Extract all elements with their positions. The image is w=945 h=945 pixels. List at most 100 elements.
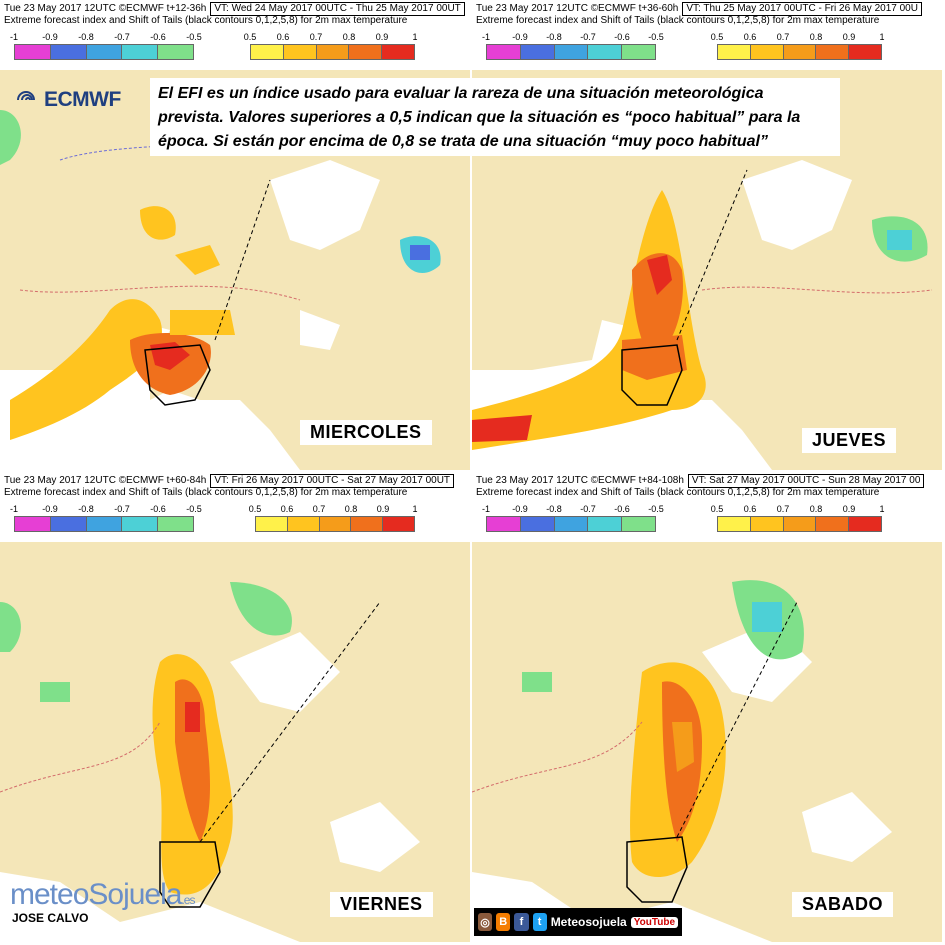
pos-scale-swatch — [849, 517, 881, 531]
neg-scale-tick-label: -0.7 — [580, 32, 596, 42]
neg-scale-tick-label: -1 — [481, 32, 491, 42]
pos-scale-tick-label: 1 — [412, 32, 418, 42]
pos-scale-swatch — [849, 45, 881, 59]
neg-scale-swatch — [622, 45, 655, 59]
pos-scale-tick-label: 0.9 — [842, 32, 856, 42]
neg-scale-tick-label: -1 — [9, 504, 19, 514]
neg-scale-swatch — [50, 517, 87, 531]
neg-scale-tick-label: -0.5 — [648, 504, 664, 514]
social-handle[interactable]: Meteosojuela — [550, 915, 627, 929]
neg-color-scale: -1 -0.9 -0.8 -0.7 -0.6 -0.5 — [482, 32, 664, 66]
neg-scale-swatch — [554, 45, 589, 59]
pos-scale-tick-label: 0.6 — [743, 32, 757, 42]
pos-scale-tick-label: 0.8 — [809, 32, 823, 42]
neg-scale-tick-label: -1 — [9, 32, 19, 42]
twitter-icon[interactable]: t — [532, 913, 547, 931]
day-label: SABADO — [792, 892, 894, 917]
facebook-icon[interactable]: f — [514, 913, 529, 931]
ecmwf-logo-text: ECMWF — [44, 88, 121, 111]
neg-scale-tick-label: -0.6 — [150, 32, 166, 42]
neg-scale-tick-label: -0.9 — [42, 32, 58, 42]
neg-scale-tick-label: -0.8 — [78, 32, 94, 42]
efi-panel-saturday: Tue 23 May 2017 12UTC ©ECMWF t+84-108h VT… — [472, 472, 942, 942]
pos-scale-tick-label: 0.8 — [809, 504, 823, 514]
pos-scale-tick-label: 0.6 — [280, 504, 294, 514]
pos-color-scale: 0.5 0.6 0.7 0.8 0.9 1 — [711, 504, 885, 538]
efi-map — [472, 542, 942, 942]
header-run: Tue 23 May 2017 12UTC ©ECMWF t+84-108h — [476, 475, 684, 486]
neg-scale-tick-label: -0.6 — [614, 504, 630, 514]
neg-scale-swatch — [86, 45, 123, 59]
neg-color-scale: -1 -0.9 -0.8 -0.7 -0.6 -0.5 — [10, 504, 202, 538]
pos-scale-swatch — [718, 517, 751, 531]
neg-scale-tick-label: -0.6 — [150, 504, 166, 514]
pos-scale-swatch — [382, 45, 414, 59]
neg-scale-swatch — [487, 45, 521, 59]
neg-scale-swatch — [622, 517, 655, 531]
pos-scale-tick-label: 0.8 — [342, 32, 356, 42]
youtube-icon[interactable]: YouTube — [630, 916, 679, 928]
neg-scale-swatch — [520, 45, 555, 59]
pos-scale-tick-label: 0.7 — [312, 504, 326, 514]
pos-scale-tick-label: 0.5 — [243, 32, 257, 42]
pos-scale-swatch — [816, 45, 850, 59]
neg-scale-tick-label: -0.8 — [546, 504, 562, 514]
neg-color-scale: -1 -0.9 -0.8 -0.7 -0.6 -0.5 — [10, 32, 202, 66]
pos-scale-swatch — [287, 517, 320, 531]
neg-scale-swatch — [122, 517, 159, 531]
explanation-line-2: prevista. Valores superiores a 0,5 indic… — [158, 109, 801, 126]
panel-subtitle: Extreme forecast index and Shift of Tail… — [4, 487, 408, 498]
explanation-line-3: época. Si están por encima de 0,8 se tra… — [158, 133, 768, 150]
pos-scale-tick-label: 0.5 — [248, 504, 262, 514]
pos-scale-tick-label: 0.9 — [842, 504, 856, 514]
pos-scale-tick-label: 0.7 — [309, 32, 323, 42]
neg-scale-tick-label: -0.8 — [78, 504, 94, 514]
neg-scale-swatch — [86, 517, 123, 531]
neg-scale-tick-label: -1 — [481, 504, 491, 514]
brand-part1: meteo — [10, 878, 89, 911]
pos-scale-swatch — [383, 517, 414, 531]
pos-color-scale: 0.5 0.6 0.7 0.8 0.9 1 — [244, 32, 418, 66]
header-run: Tue 23 May 2017 12UTC ©ECMWF t+60-84h — [4, 475, 207, 486]
explanation-text: El EFI es un índice usado para evaluar l… — [150, 78, 840, 156]
neg-scale-swatch — [15, 517, 51, 531]
neg-scale-swatch — [487, 517, 521, 531]
instagram-icon[interactable]: ◎ — [478, 913, 493, 931]
pos-scale-tick-label: 1 — [412, 504, 418, 514]
neg-scale-tick-label: -0.8 — [546, 32, 562, 42]
social-bar: ◎ B f t Meteosojuela YouTube — [474, 908, 682, 936]
author-credit: JOSE CALVO — [10, 910, 91, 926]
valid-time: VT: Fri 26 May 2017 00UTC - Sat 27 May 2… — [210, 474, 455, 488]
valid-time: VT: Wed 24 May 2017 00UTC - Thu 25 May 2… — [210, 2, 465, 16]
neg-scale-swatch — [122, 45, 159, 59]
pos-color-scale: 0.5 0.6 0.7 0.8 0.9 1 — [711, 32, 885, 66]
efi-panel-wednesday: Tue 23 May 2017 12UTC ©ECMWF t+12-36h VT:… — [0, 0, 470, 470]
efi-panel-thursday: Tue 23 May 2017 12UTC ©ECMWF t+36-60h VT:… — [472, 0, 942, 470]
neg-scale-tick-label: -0.7 — [114, 504, 130, 514]
panel-subtitle: Extreme forecast index and Shift of Tail… — [476, 487, 880, 498]
neg-scale-swatch — [520, 517, 555, 531]
neg-scale-tick-label: -0.6 — [614, 32, 630, 42]
pos-scale-tick-label: 0.5 — [710, 32, 724, 42]
neg-color-scale: -1 -0.9 -0.8 -0.7 -0.6 -0.5 — [482, 504, 664, 538]
neg-scale-swatch — [15, 45, 51, 59]
pos-scale-swatch — [351, 517, 384, 531]
neg-scale-tick-label: -0.9 — [512, 32, 528, 42]
pos-scale-tick-label: 0.6 — [276, 32, 290, 42]
meteosojuela-brand: meteoSojuela.es — [10, 878, 195, 912]
day-label: MIERCOLES — [300, 420, 432, 445]
neg-scale-tick-label: -0.5 — [186, 32, 202, 42]
brand-part2: Sojuela — [88, 878, 182, 911]
neg-scale-swatch — [588, 517, 623, 531]
header-run: Tue 23 May 2017 12UTC ©ECMWF t+36-60h — [476, 3, 679, 14]
pos-color-scale: 0.5 0.6 0.7 0.8 0.9 1 — [249, 504, 418, 538]
panel-subtitle: Extreme forecast index and Shift of Tail… — [4, 15, 408, 26]
pos-scale-swatch — [251, 45, 284, 59]
pos-scale-swatch — [256, 517, 288, 531]
explanation-line-1: El EFI es un índice usado para evaluar l… — [158, 85, 764, 102]
ecmwf-logo: ECMWF — [16, 88, 144, 112]
blogger-icon[interactable]: B — [496, 913, 511, 931]
pos-scale-swatch — [283, 45, 317, 59]
neg-scale-swatch — [554, 517, 589, 531]
neg-scale-tick-label: -0.5 — [648, 32, 664, 42]
